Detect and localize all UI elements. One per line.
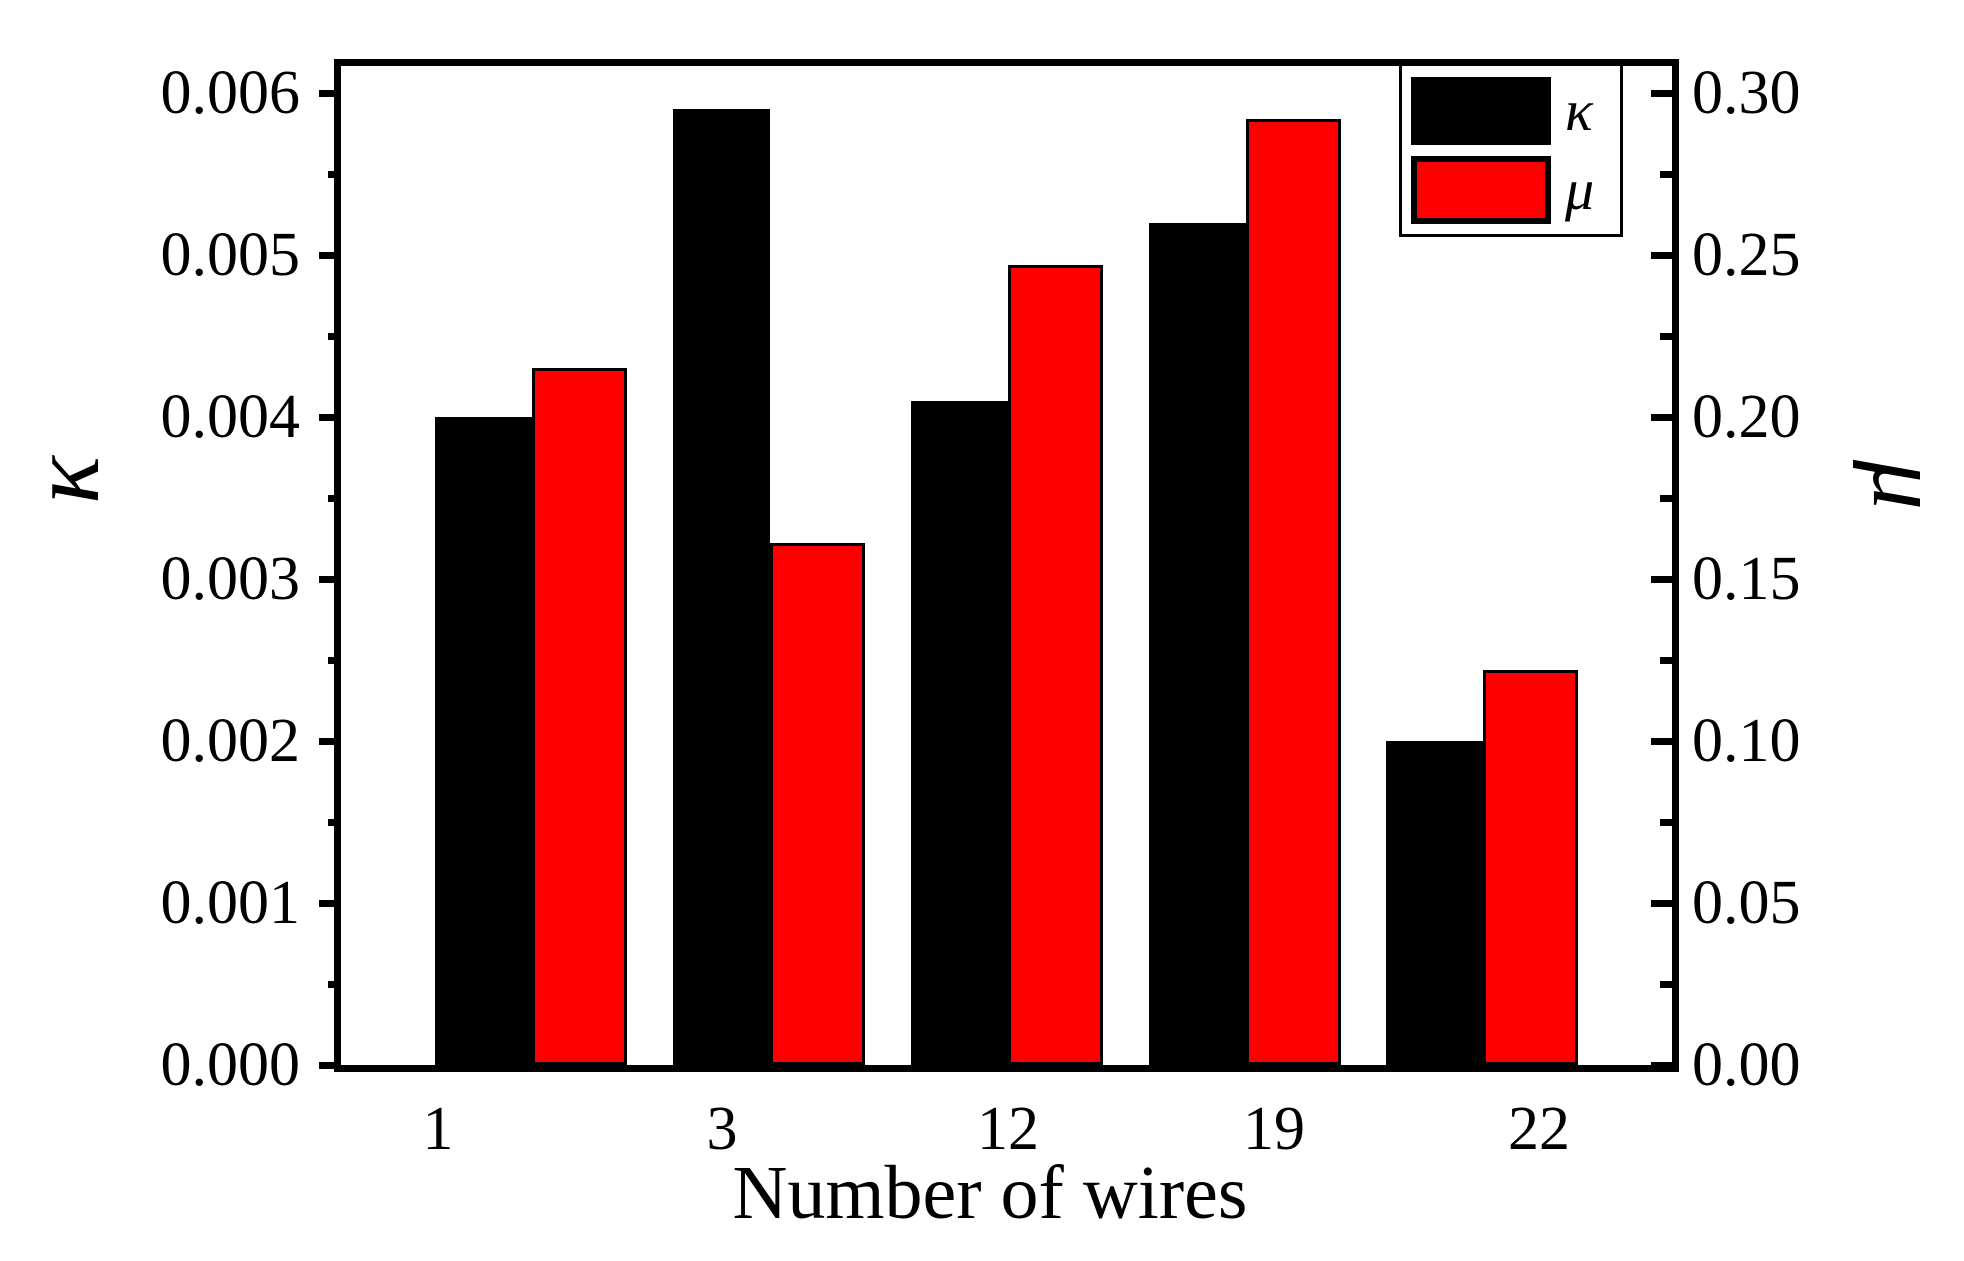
y-axis-tick-label-right: 0.00 (1692, 1031, 1801, 1099)
y-axis-major-tick-left (319, 900, 340, 907)
y-axis-minor-tick-left (328, 171, 340, 178)
y-axis-minor-tick-left (328, 819, 340, 826)
y-axis-major-tick-right (1651, 414, 1672, 421)
y-axis-minor-tick-left (328, 333, 340, 340)
y-axis-tick-label-right: 0.25 (1692, 221, 1801, 289)
y-axis-minor-tick-right (1660, 171, 1672, 178)
y-axis-minor-tick-right (1660, 981, 1672, 988)
y-axis-major-tick-left (319, 414, 340, 421)
y-axis-tick-label-left: 0.006 (160, 59, 301, 127)
y-axis-tick-label-left: 0.000 (160, 1031, 301, 1099)
bar-mu-3 (770, 543, 865, 1065)
y-axis-tick-label-left: 0.002 (160, 707, 301, 775)
legend-swatch-mu (1411, 156, 1551, 224)
y-axis-minor-tick-right (1660, 657, 1672, 664)
y-axis-tick-label-right: 0.30 (1692, 59, 1801, 127)
y-axis-minor-tick-left (328, 981, 340, 988)
bar-kappa-19 (1149, 223, 1246, 1065)
y-axis-major-tick-right (1651, 90, 1672, 97)
y-axis-minor-tick-right (1660, 819, 1672, 826)
x-axis-tick-label-12: 12 (977, 1095, 1039, 1163)
right-axis-title-mu: μ (1852, 459, 1963, 511)
y-axis-tick-label-left: 0.003 (160, 545, 301, 613)
y-axis-tick-label-right: 0.20 (1692, 383, 1801, 451)
bar-kappa-3 (673, 109, 770, 1065)
y-axis-tick-label-left: 0.005 (160, 221, 301, 289)
legend-label-kappa: κ (1565, 78, 1593, 143)
x-axis-tick-label-22: 22 (1508, 1095, 1570, 1163)
legend-entry-mu: μ (1402, 150, 1620, 230)
bar-kappa-12 (911, 401, 1008, 1065)
legend-box: κ μ (1399, 63, 1623, 237)
y-axis-major-tick-left (319, 90, 340, 97)
y-axis-tick-label-right: 0.10 (1692, 707, 1801, 775)
y-axis-tick-label-right: 0.15 (1692, 545, 1801, 613)
y-axis-minor-tick-left (328, 657, 340, 664)
left-axis-title-kappa: κ (9, 456, 120, 504)
y-axis-minor-tick-left (328, 495, 340, 502)
y-axis-major-tick-left (319, 738, 340, 745)
legend-label-mu: μ (1565, 157, 1595, 222)
y-axis-major-tick-right (1651, 252, 1672, 259)
bar-kappa-22 (1386, 741, 1483, 1065)
y-axis-minor-tick-right (1660, 495, 1672, 502)
bar-kappa-1 (435, 417, 532, 1065)
bar-mu-19 (1246, 119, 1341, 1065)
x-axis-title: Number of wires (732, 1151, 1248, 1235)
x-axis-tick-label-1: 1 (422, 1095, 454, 1163)
y-axis-minor-tick-right (1660, 333, 1672, 340)
bar-mu-22 (1483, 670, 1578, 1065)
bar-mu-12 (1008, 265, 1103, 1065)
x-axis-tick-label-19: 19 (1243, 1095, 1305, 1163)
y-axis-major-tick-right (1651, 900, 1672, 907)
y-axis-major-tick-left (319, 1062, 340, 1069)
bar-mu-1 (532, 368, 627, 1065)
y-axis-tick-label-left: 0.001 (160, 869, 301, 937)
y-axis-major-tick-right (1651, 738, 1672, 745)
y-axis-major-tick-right (1651, 1062, 1672, 1069)
y-axis-tick-label-left: 0.004 (160, 383, 301, 451)
y-axis-tick-label-right: 0.05 (1692, 869, 1801, 937)
y-axis-major-tick-right (1651, 576, 1672, 583)
y-axis-major-tick-left (319, 576, 340, 583)
legend-swatch-kappa (1411, 77, 1551, 145)
x-axis-tick-label-3: 3 (706, 1095, 738, 1163)
legend-entry-kappa: κ (1402, 71, 1620, 151)
y-axis-major-tick-left (319, 252, 340, 259)
plot-frame (334, 59, 1679, 1072)
